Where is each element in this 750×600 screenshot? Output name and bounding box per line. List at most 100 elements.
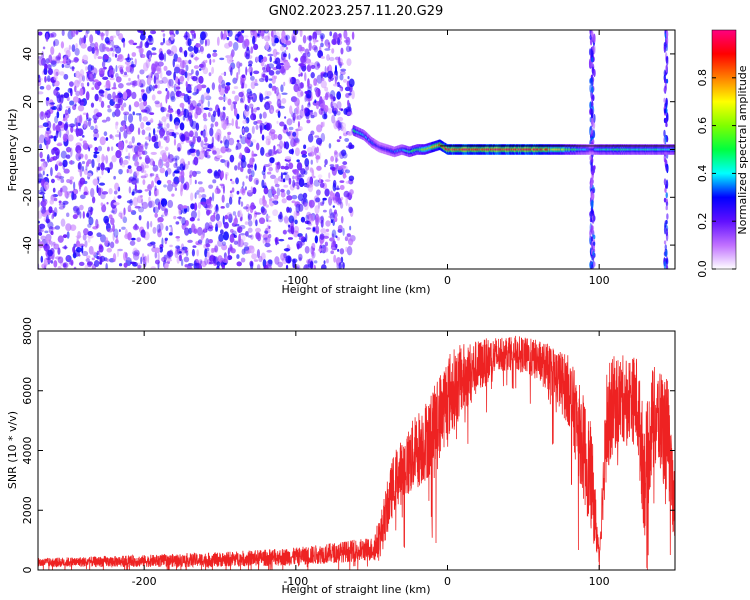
noise-speckle: [108, 188, 113, 195]
snr-x-tick-label: 100: [589, 575, 610, 588]
noise-speckle: [82, 250, 89, 257]
noise-speckle: [157, 90, 162, 95]
noise-speckle: [208, 261, 214, 265]
noise-speckle: [242, 35, 249, 38]
noise-speckle: [255, 142, 260, 151]
noise-speckle: [69, 179, 73, 185]
noise-speckle: [331, 38, 337, 45]
spectrogram-y-tick-label: 40: [21, 47, 34, 61]
noise-speckle: [336, 236, 340, 241]
noise-speckle: [109, 35, 114, 42]
noise-speckle: [53, 88, 59, 96]
noise-speckle: [38, 58, 44, 66]
noise-speckle: [304, 72, 307, 82]
noise-speckle: [241, 248, 246, 255]
noise-speckle: [306, 259, 312, 265]
noise-speckle: [86, 160, 90, 167]
noise-speckle: [39, 151, 43, 159]
noise-speckle: [268, 69, 275, 76]
noise-speckle: [210, 214, 216, 222]
snr-y-tick-label: 4000: [21, 437, 34, 465]
noise-speckle: [255, 219, 258, 227]
noise-speckle: [172, 58, 175, 68]
noise-speckle: [74, 48, 80, 56]
noise-speckle: [163, 52, 167, 62]
noise-speckle: [338, 84, 342, 88]
noise-speckle: [120, 120, 127, 127]
noise-speckle: [107, 108, 112, 113]
noise-speckle: [278, 145, 283, 153]
noise-speckle: [62, 133, 68, 142]
noise-speckle: [98, 89, 104, 97]
streak-speckle: [593, 165, 596, 170]
noise-speckle: [326, 70, 334, 79]
noise-speckle: [58, 162, 63, 167]
spectrogram-x-tick-label: -200: [132, 274, 157, 287]
noise-speckle: [158, 80, 164, 85]
noise-speckle: [132, 111, 135, 116]
noise-speckle: [330, 101, 333, 109]
noise-speckle: [44, 63, 48, 70]
noise-speckle: [300, 216, 306, 223]
noise-speckle: [198, 201, 202, 210]
noise-speckle: [265, 204, 269, 208]
noise-speckle: [175, 86, 181, 90]
noise-speckle: [250, 81, 256, 90]
noise-speckle: [75, 129, 80, 137]
noise-speckle: [319, 182, 325, 188]
noise-speckle: [67, 87, 72, 94]
noise-speckle: [123, 111, 130, 116]
noise-speckle: [117, 64, 124, 70]
noise-speckle: [329, 164, 335, 167]
noise-speckle: [251, 107, 254, 116]
streak-speckle: [664, 244, 667, 251]
noise-speckle: [162, 163, 169, 167]
streak-speckle: [593, 33, 596, 44]
noise-speckle: [220, 140, 223, 144]
noise-speckle: [333, 254, 337, 263]
noise-speckle: [218, 96, 224, 101]
noise-speckle: [322, 209, 327, 213]
noise-speckle: [161, 30, 165, 33]
noise-speckle: [175, 30, 179, 35]
noise-speckle: [275, 64, 282, 70]
noise-speckle: [300, 55, 304, 64]
noise-speckle: [252, 187, 257, 195]
noise-speckle: [68, 81, 74, 87]
noise-speckle: [40, 111, 44, 117]
noise-speckle: [267, 188, 273, 199]
snr-x-label: Height of straight line (km): [281, 583, 430, 596]
noise-speckle: [238, 35, 243, 43]
noise-speckle: [59, 71, 65, 76]
noise-speckle: [254, 212, 262, 215]
noise-speckle: [103, 54, 109, 60]
noise-speckle: [176, 256, 180, 264]
noise-speckle: [294, 186, 298, 189]
noise-speckle: [50, 259, 54, 264]
noise-speckle: [300, 241, 305, 246]
noise-speckle: [154, 247, 161, 254]
noise-speckle: [343, 108, 348, 115]
noise-speckle: [185, 140, 191, 143]
spectrogram-y-label: Frequency (Hz): [6, 109, 19, 192]
noise-speckle: [280, 171, 283, 180]
noise-speckle: [331, 114, 336, 124]
noise-speckle: [314, 213, 320, 223]
noise-speckle: [215, 223, 218, 232]
noise-speckle: [122, 159, 129, 165]
noise-speckle: [334, 64, 338, 74]
noise-speckle: [203, 92, 210, 100]
noise-speckle: [251, 253, 258, 260]
noise-speckle: [63, 168, 70, 174]
noise-speckle: [135, 154, 140, 158]
noise-speckle: [79, 99, 85, 106]
streak-speckle: [663, 41, 667, 47]
noise-speckle: [101, 43, 107, 52]
noise-speckle: [132, 250, 139, 256]
noise-speckle: [293, 210, 298, 220]
noise-speckle: [110, 210, 115, 214]
noise-speckle: [181, 93, 186, 96]
noise-speckle: [302, 35, 307, 44]
noise-speckle: [165, 88, 168, 92]
noise-speckle: [258, 255, 263, 263]
